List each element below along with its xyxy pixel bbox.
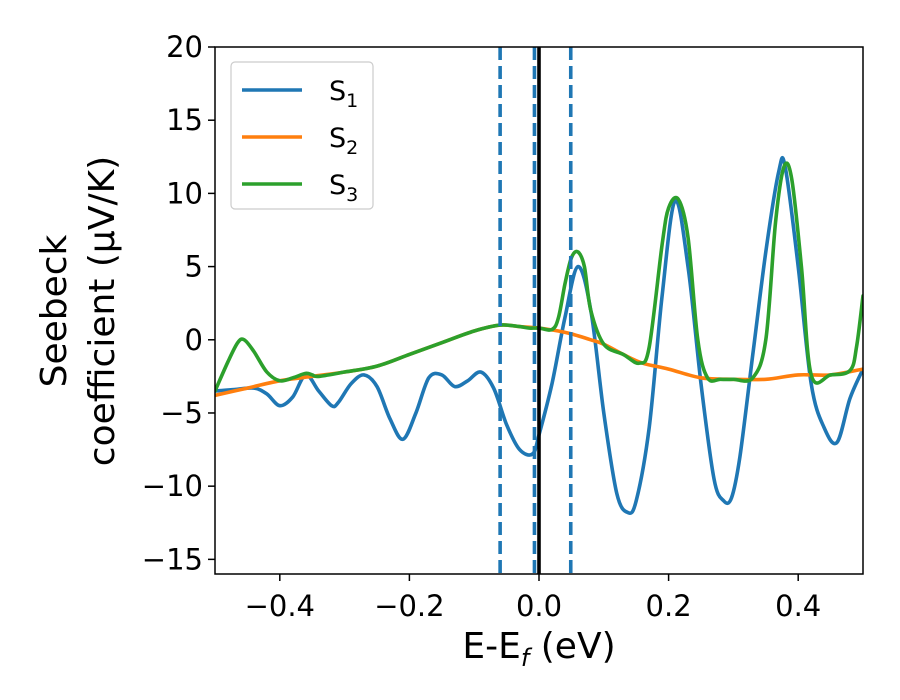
y-tick-label: 15: [166, 103, 203, 137]
y-tick-label: 0: [185, 323, 203, 357]
y-tick-label: 10: [166, 176, 203, 210]
x-tick-label: 0.4: [775, 589, 821, 623]
y-axis-title-line1: Seebeck: [34, 234, 75, 387]
x-tick-label: −0.2: [374, 589, 444, 623]
y-tick-label: −15: [142, 542, 203, 576]
y-tick-label: −10: [142, 469, 203, 503]
legend: S1 S2 S3: [230, 61, 374, 210]
y-axis-title-line2: coefficient (μV/K): [82, 156, 123, 466]
x-tick-label: 0.2: [646, 589, 692, 623]
y-tick-label: −5: [160, 396, 203, 430]
y-tick-label: 5: [185, 250, 203, 284]
legend-label-s2: S2: [329, 123, 358, 159]
x-axis-title: E-Ef (eV): [462, 626, 615, 672]
x-tick-label: −0.4: [245, 589, 315, 623]
series-line-s3: [215, 161, 863, 393]
legend-label-s1: S1: [329, 76, 358, 112]
y-tick-label: 20: [166, 30, 203, 64]
legend-label-s3: S3: [329, 170, 358, 206]
x-tick-label: 0.0: [516, 589, 562, 623]
